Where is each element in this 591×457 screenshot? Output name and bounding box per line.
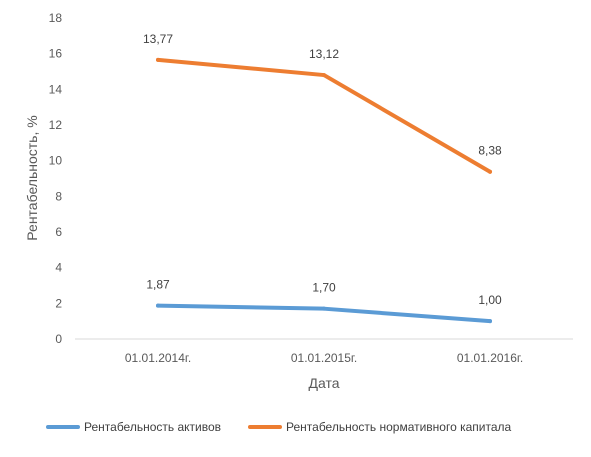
data-label: 13,77 bbox=[143, 32, 173, 46]
legend: Рентабельность активов Рентабельность нор… bbox=[46, 420, 512, 434]
data-label: 13,12 bbox=[309, 47, 339, 61]
data-point bbox=[156, 57, 160, 62]
data-point bbox=[322, 73, 326, 78]
x-tick-label: 01.01.2016г. bbox=[457, 351, 523, 365]
y-tick-label: 10 bbox=[49, 154, 63, 168]
x-tick-label: 01.01.2014г. bbox=[125, 351, 191, 365]
data-label: 1,87 bbox=[146, 278, 170, 292]
legend-label: Рентабельность нормативного капитала bbox=[286, 420, 512, 434]
data-point bbox=[488, 169, 492, 174]
data-point bbox=[156, 303, 160, 308]
legend-label: Рентабельность активов bbox=[84, 420, 221, 434]
data-label: 8,38 bbox=[478, 144, 502, 158]
y-axis-ticks: 0 2 4 6 8 10 12 14 16 18 bbox=[49, 11, 63, 346]
y-tick-label: 14 bbox=[49, 82, 63, 96]
series-lines bbox=[156, 57, 492, 324]
data-label: 1,70 bbox=[312, 281, 336, 295]
x-axis-ticks: 01.01.2014г. 01.01.2015г. 01.01.2016г. bbox=[125, 351, 523, 365]
y-tick-label: 6 bbox=[55, 225, 62, 239]
y-tick-label: 12 bbox=[49, 118, 63, 132]
x-axis-title: Дата bbox=[308, 375, 339, 391]
y-tick-label: 0 bbox=[55, 332, 62, 346]
y-tick-label: 4 bbox=[55, 261, 62, 275]
y-tick-label: 8 bbox=[55, 189, 62, 203]
data-point bbox=[488, 319, 492, 324]
y-axis-title: Рентабельность, % bbox=[24, 115, 40, 240]
data-label: 1,00 bbox=[478, 293, 502, 307]
y-tick-label: 16 bbox=[49, 47, 63, 61]
x-tick-label: 01.01.2015г. bbox=[291, 351, 357, 365]
data-labels: 1,87 1,70 1,00 13,77 13,12 8,38 bbox=[143, 32, 502, 307]
y-tick-label: 2 bbox=[55, 296, 62, 310]
data-point bbox=[322, 306, 326, 311]
y-tick-label: 18 bbox=[49, 11, 63, 25]
